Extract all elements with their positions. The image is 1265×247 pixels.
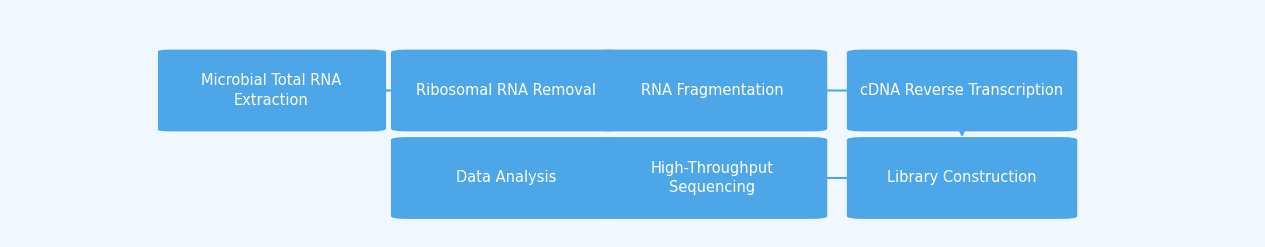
Text: High-Throughput
Sequencing: High-Throughput Sequencing xyxy=(650,161,773,195)
Text: Microbial Total RNA
Extraction: Microbial Total RNA Extraction xyxy=(201,73,342,108)
FancyBboxPatch shape xyxy=(597,137,827,219)
Text: RNA Fragmentation: RNA Fragmentation xyxy=(641,83,783,98)
Text: Ribosomal RNA Removal: Ribosomal RNA Removal xyxy=(416,83,596,98)
Text: cDNA Reverse Transcription: cDNA Reverse Transcription xyxy=(860,83,1064,98)
FancyBboxPatch shape xyxy=(156,50,386,131)
FancyBboxPatch shape xyxy=(846,50,1078,131)
FancyBboxPatch shape xyxy=(391,50,621,131)
FancyBboxPatch shape xyxy=(846,137,1078,219)
FancyBboxPatch shape xyxy=(391,137,621,219)
FancyBboxPatch shape xyxy=(597,50,827,131)
Text: Library Construction: Library Construction xyxy=(887,170,1037,185)
Text: Data Analysis: Data Analysis xyxy=(455,170,557,185)
